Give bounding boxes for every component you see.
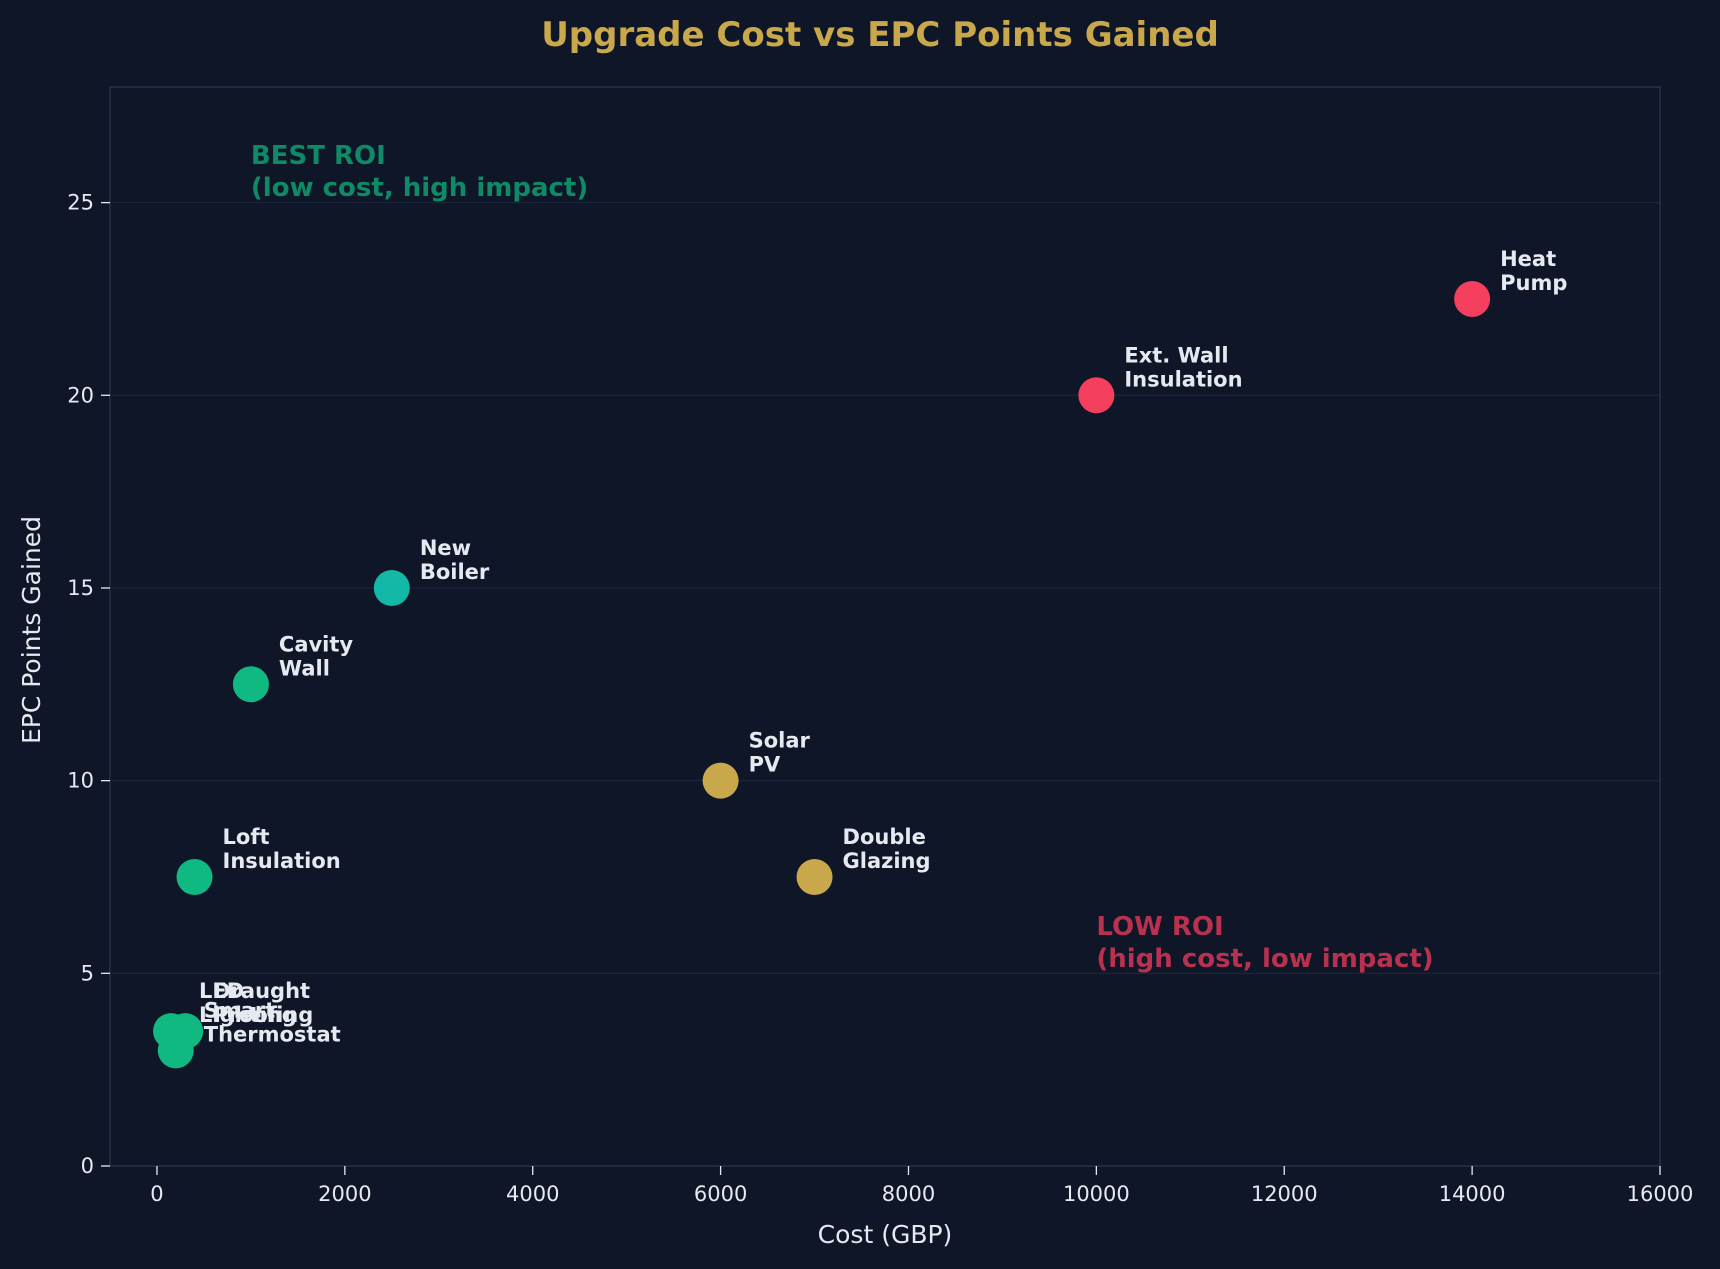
x-tick-label: 6000: [694, 1182, 747, 1206]
plot-area: [109, 86, 1661, 1167]
annotations: BEST ROI (low cost, high impact) LOW ROI (h…: [251, 141, 1434, 974]
y-tick-label: 15: [67, 576, 94, 600]
point-label-line: Solar: [749, 729, 811, 753]
point-label-line: New: [420, 536, 471, 560]
roi-annotation-line: (low cost, high impact): [251, 173, 588, 203]
roi-annotation-line: BEST ROI: [251, 141, 386, 171]
point-label: Draught Proofing: [213, 979, 313, 1027]
point-label: New Boiler: [420, 536, 490, 584]
x-tick-label: 14000: [1439, 1182, 1506, 1206]
y-tick-label: 25: [67, 191, 94, 215]
data-point: [1078, 377, 1115, 414]
point-label-line: Glazing: [843, 849, 931, 873]
data-point: [232, 666, 269, 703]
data-point: [373, 569, 410, 606]
point-label-line: Thermostat: [204, 1022, 341, 1046]
data-point: [702, 762, 739, 799]
data-points: [153, 280, 1491, 1069]
point-label-line: Ext. Wall: [1124, 343, 1228, 367]
y-tick-label: 0: [81, 1154, 94, 1178]
point-label: Cavity Wall: [279, 632, 354, 680]
x-tick-label: 0: [150, 1182, 163, 1206]
roi-annotation: BEST ROI (low cost, high impact): [251, 141, 588, 203]
point-label-line: Insulation: [223, 849, 341, 873]
y-tick-label: 10: [67, 769, 94, 793]
x-tick-label: 4000: [506, 1182, 559, 1206]
point-label-line: PV: [749, 753, 781, 777]
x-tick-label: 16000: [1627, 1182, 1694, 1206]
x-tick-label: 10000: [1063, 1182, 1130, 1206]
point-label: Smart Thermostat: [204, 998, 341, 1046]
x-tick-label: 2000: [318, 1182, 371, 1206]
point-label-line: Insulation: [1124, 367, 1242, 391]
roi-annotation-line: LOW ROI: [1096, 912, 1223, 942]
point-label: Solar PV: [749, 729, 811, 777]
point-label: Loft Insulation: [223, 825, 341, 873]
point-label-line: Proofing: [213, 1003, 313, 1027]
point-label-line: Smart: [204, 998, 276, 1022]
point-label: Heat Pump: [1500, 247, 1567, 295]
y-tick-label: 5: [81, 961, 94, 985]
data-point: [176, 858, 213, 895]
axis-ticks: 0 5 10 15 20 25 0 2000 4000 6000 8000 10000 12000 140…: [67, 191, 1693, 1206]
point-label-line: Draught: [213, 979, 310, 1003]
chart-title: Upgrade Cost vs EPC Points Gained: [541, 15, 1219, 55]
y-tick-label: 20: [67, 383, 94, 407]
data-point: [1454, 280, 1491, 317]
grid-layer: [110, 201, 1660, 974]
point-label-line: Wall: [279, 656, 330, 680]
data-point: [157, 1032, 194, 1069]
point-label-line: Double: [843, 825, 926, 849]
point-label: LED Lighting: [199, 979, 297, 1027]
x-axis-label: Cost (GBP): [818, 1220, 953, 1249]
point-label: Ext. Wall Insulation: [1124, 343, 1242, 391]
point-label-line: Heat: [1500, 247, 1556, 271]
point-label-line: Pump: [1500, 271, 1567, 295]
roi-annotation: LOW ROI (high cost, low impact): [1096, 912, 1433, 974]
point-label-line: Boiler: [420, 560, 490, 584]
point-label-line: Cavity: [279, 632, 354, 656]
point-label: Double Glazing: [843, 825, 931, 873]
x-tick-label: 8000: [882, 1182, 935, 1206]
x-tick-label: 12000: [1251, 1182, 1318, 1206]
data-point: [796, 858, 833, 895]
roi-annotation-line: (high cost, low impact): [1096, 944, 1433, 974]
point-label-line: Lighting: [199, 1003, 297, 1027]
point-label-line: LED: [199, 979, 244, 1003]
point-label-line: Loft: [223, 825, 270, 849]
y-axis-label: EPC Points Gained: [17, 516, 46, 744]
